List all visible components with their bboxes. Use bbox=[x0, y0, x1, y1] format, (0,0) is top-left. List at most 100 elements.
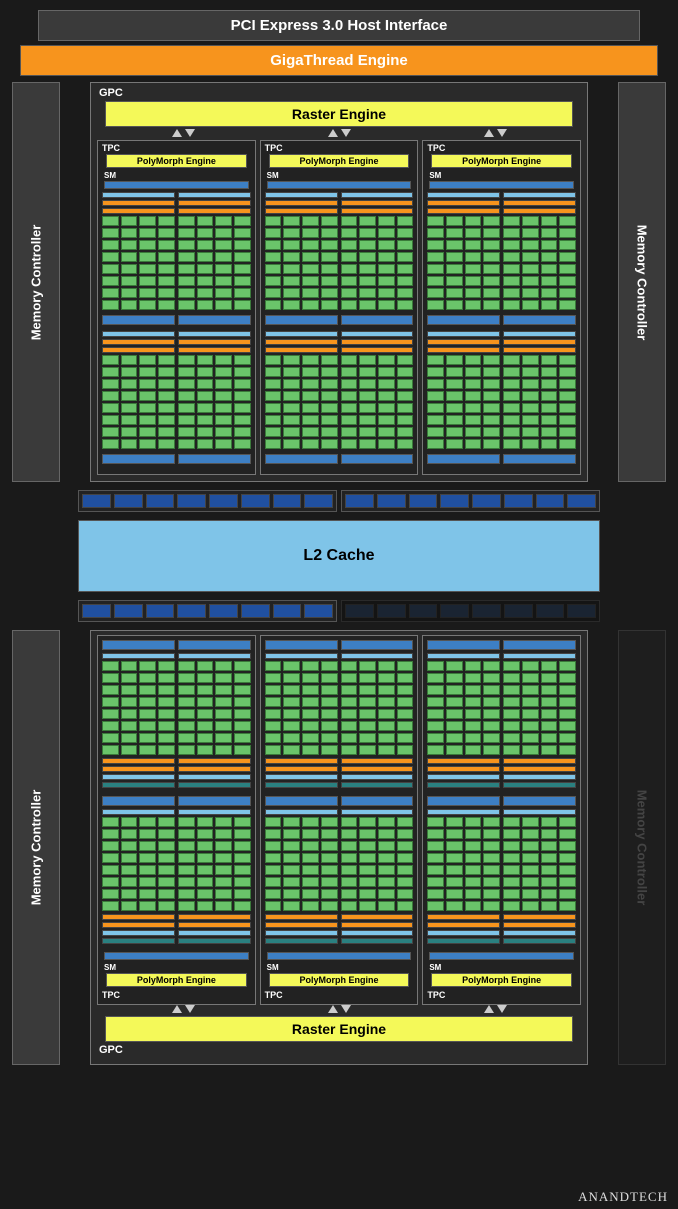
cuda-core bbox=[178, 697, 195, 707]
cuda-core bbox=[139, 355, 156, 365]
cuda-core bbox=[158, 733, 175, 743]
cuda-core bbox=[302, 841, 319, 851]
sm-partition bbox=[341, 809, 414, 946]
cuda-core bbox=[397, 379, 414, 389]
cuda-core bbox=[215, 829, 232, 839]
cuda-core bbox=[215, 889, 232, 899]
cuda-core bbox=[446, 853, 463, 863]
cuda-core-grid bbox=[503, 817, 576, 911]
cuda-core bbox=[215, 721, 232, 731]
cuda-core bbox=[158, 427, 175, 437]
cuda-core-grid bbox=[503, 661, 576, 755]
register-file bbox=[178, 315, 251, 325]
cuda-core bbox=[359, 300, 376, 310]
cuda-core bbox=[158, 240, 175, 250]
cuda-core bbox=[283, 853, 300, 863]
cuda-core bbox=[465, 661, 482, 671]
cuda-core bbox=[541, 709, 558, 719]
cuda-core bbox=[341, 877, 358, 887]
cuda-core bbox=[234, 853, 251, 863]
cuda-core bbox=[427, 865, 444, 875]
cuda-core bbox=[446, 391, 463, 401]
cuda-core bbox=[178, 415, 195, 425]
cuda-core bbox=[265, 877, 282, 887]
rop-block bbox=[209, 494, 238, 508]
cuda-core bbox=[139, 841, 156, 851]
cuda-core bbox=[378, 415, 395, 425]
cuda-core bbox=[178, 300, 195, 310]
cuda-core bbox=[121, 901, 138, 911]
cuda-core bbox=[197, 379, 214, 389]
gpc-label: GPC bbox=[99, 87, 581, 99]
rop-block bbox=[536, 494, 565, 508]
cuda-core bbox=[397, 841, 414, 851]
unit-bar bbox=[102, 347, 175, 353]
rop-block bbox=[536, 604, 565, 618]
unit-bar bbox=[178, 774, 251, 780]
cuda-core bbox=[359, 264, 376, 274]
cuda-core bbox=[215, 403, 232, 413]
cuda-core bbox=[265, 697, 282, 707]
cuda-core bbox=[483, 427, 500, 437]
cuda-core bbox=[559, 252, 576, 262]
sm-partition bbox=[503, 809, 576, 946]
cuda-core bbox=[541, 439, 558, 449]
cuda-core bbox=[265, 745, 282, 755]
cuda-core bbox=[265, 264, 282, 274]
polymorph-engine: PolyMorph Engine bbox=[431, 154, 572, 168]
cuda-core bbox=[427, 745, 444, 755]
cuda-core bbox=[446, 216, 463, 226]
cuda-core bbox=[559, 901, 576, 911]
cuda-core bbox=[283, 355, 300, 365]
cuda-core bbox=[321, 288, 338, 298]
sm-footer bbox=[265, 315, 414, 325]
cuda-core bbox=[139, 264, 156, 274]
cuda-core bbox=[102, 697, 119, 707]
cuda-core bbox=[397, 228, 414, 238]
cuda-core bbox=[465, 415, 482, 425]
unit-bar bbox=[102, 208, 175, 214]
cuda-core bbox=[427, 216, 444, 226]
cuda-core bbox=[215, 733, 232, 743]
cuda-core bbox=[503, 817, 520, 827]
cuda-core bbox=[465, 673, 482, 683]
cuda-core bbox=[397, 877, 414, 887]
sm-label: SM bbox=[104, 963, 251, 972]
cuda-core bbox=[483, 877, 500, 887]
cuda-core bbox=[283, 427, 300, 437]
cuda-core bbox=[541, 427, 558, 437]
bus-half-disabled bbox=[341, 600, 600, 622]
cuda-core bbox=[215, 865, 232, 875]
cuda-core bbox=[102, 379, 119, 389]
cuda-core bbox=[503, 901, 520, 911]
cuda-core bbox=[215, 264, 232, 274]
cuda-core bbox=[522, 415, 539, 425]
gpc-bottom: SMPolyMorph EngineTPCSMPolyMorph EngineT… bbox=[90, 630, 588, 1065]
cuda-core bbox=[559, 721, 576, 731]
cuda-core bbox=[341, 841, 358, 851]
cuda-core bbox=[139, 427, 156, 437]
cuda-core bbox=[465, 841, 482, 851]
cuda-core bbox=[483, 288, 500, 298]
cuda-core bbox=[302, 379, 319, 389]
cuda-core bbox=[378, 300, 395, 310]
cuda-core bbox=[197, 745, 214, 755]
cuda-core bbox=[178, 685, 195, 695]
unit-bar bbox=[427, 653, 500, 659]
cuda-core bbox=[341, 252, 358, 262]
cuda-core bbox=[215, 367, 232, 377]
cuda-core bbox=[341, 697, 358, 707]
cuda-core bbox=[465, 403, 482, 413]
cuda-core-grid bbox=[427, 817, 500, 911]
cuda-core bbox=[121, 228, 138, 238]
cuda-core bbox=[559, 264, 576, 274]
cuda-core bbox=[427, 733, 444, 743]
sm-partition bbox=[178, 192, 251, 313]
cuda-core bbox=[121, 367, 138, 377]
unit-bar bbox=[102, 922, 175, 928]
unit-bar bbox=[503, 331, 576, 337]
cuda-core bbox=[541, 288, 558, 298]
cuda-core bbox=[302, 817, 319, 827]
unit-bar bbox=[102, 766, 175, 772]
cuda-core bbox=[197, 661, 214, 671]
